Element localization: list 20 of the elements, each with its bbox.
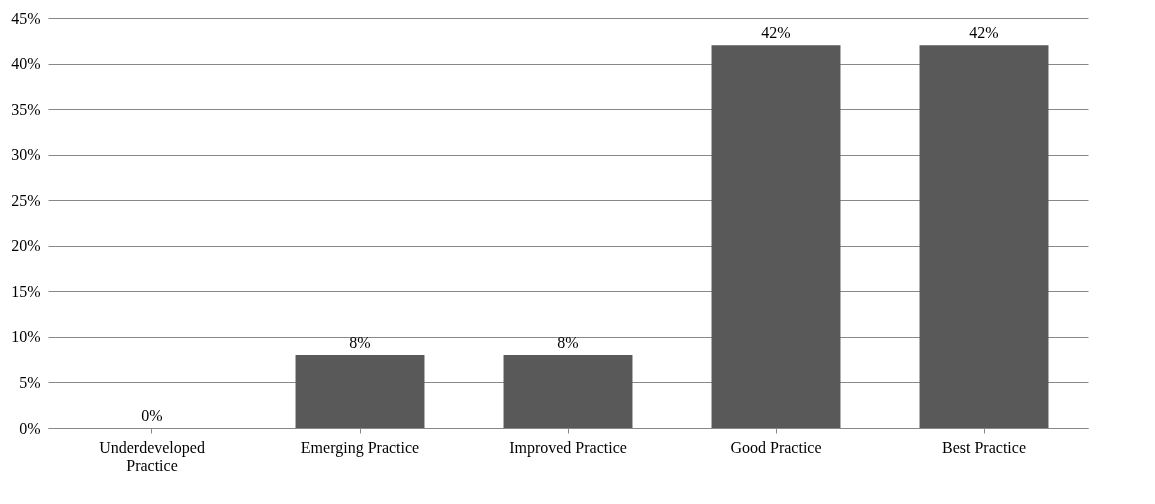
- y-tick-label: 35%: [11, 100, 41, 118]
- data-label: 42%: [761, 24, 791, 42]
- data-label: 8%: [349, 334, 371, 352]
- y-tick-label: 40%: [11, 55, 41, 73]
- x-tick-label: Emerging Practice: [300, 438, 420, 457]
- y-tick-label: 25%: [11, 191, 41, 209]
- x-tick-label: Best Practice: [942, 438, 1026, 456]
- y-tick-label: 5%: [19, 373, 41, 391]
- data-label: 8%: [557, 334, 579, 352]
- y-tick-label: 20%: [11, 237, 41, 255]
- x-tick-label: Good Practice: [730, 438, 822, 456]
- y-tick-label: 45%: [11, 9, 41, 27]
- y-tick-label: 10%: [11, 328, 41, 346]
- data-label: 0%: [141, 407, 163, 424]
- x-tick-label: Underdeveloped Practice: [99, 438, 205, 474]
- x-tick-label: Improved Practice: [509, 438, 627, 457]
- data-label: 42%: [969, 24, 999, 42]
- y-tick-label: 15%: [11, 282, 41, 300]
- y-tick-label: 30%: [11, 146, 41, 164]
- y-tick-label: 0%: [19, 419, 41, 437]
